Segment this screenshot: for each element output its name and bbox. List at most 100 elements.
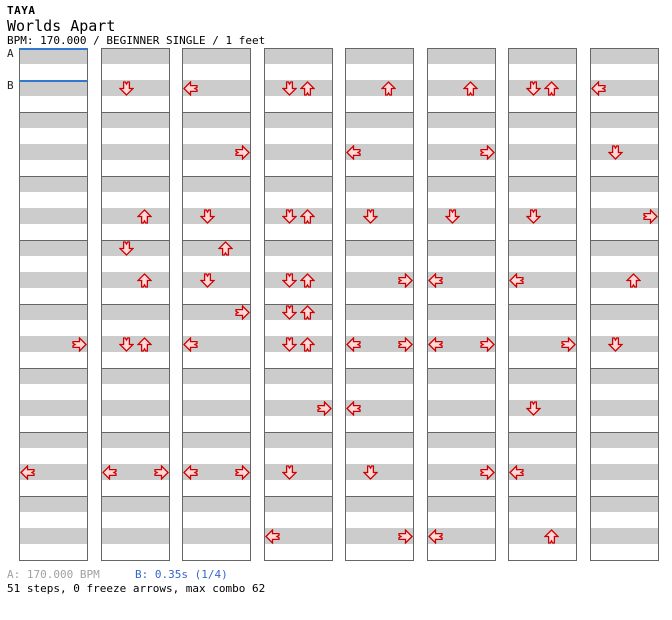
- measure-line: [508, 496, 577, 497]
- marker-b-line: [19, 80, 88, 82]
- measure-line: [508, 304, 577, 305]
- song-title: Worlds Apart: [7, 17, 116, 35]
- arrow-down-icon: [526, 208, 542, 224]
- arrow-down-icon: [282, 304, 298, 320]
- legend-bpm: A: 170.000 BPM: [7, 568, 100, 581]
- legend-stop: B: 0.35s (1/4): [135, 568, 228, 581]
- measure-line: [19, 176, 88, 177]
- column-border-right: [495, 48, 496, 561]
- column-border-left: [264, 48, 265, 561]
- measure-line: [590, 240, 659, 241]
- arrow-up-icon: [299, 336, 315, 352]
- measure-line: [345, 304, 414, 305]
- arrow-down-icon: [200, 208, 216, 224]
- arrow-down-icon: [445, 208, 461, 224]
- measure-line: [182, 304, 251, 305]
- arrow-up-icon: [299, 80, 315, 96]
- column-border-left: [590, 48, 591, 561]
- measure-line: [345, 240, 414, 241]
- chart-summary: 51 steps, 0 freeze arrows, max combo 62: [7, 582, 266, 595]
- measure-line: [264, 176, 333, 177]
- measure-line: [264, 48, 333, 49]
- arrow-right-icon: [398, 272, 413, 288]
- measure-line: [590, 48, 659, 49]
- arrow-left-icon: [346, 400, 361, 416]
- measure-line: [345, 48, 414, 49]
- measure-line: [264, 112, 333, 113]
- arrow-down-icon: [282, 464, 298, 480]
- column-border-left: [345, 48, 346, 561]
- measure-line: [101, 240, 170, 241]
- measure-line: [101, 368, 170, 369]
- measure-line: [427, 48, 496, 49]
- arrow-right-icon: [480, 464, 495, 480]
- measure-line: [101, 496, 170, 497]
- arrow-up-icon: [462, 80, 478, 96]
- measure-line: [508, 112, 577, 113]
- arrow-up-icon: [543, 80, 559, 96]
- measure-line: [182, 48, 251, 49]
- measure-line: [19, 368, 88, 369]
- arrow-down-icon: [526, 80, 542, 96]
- measure-line: [101, 176, 170, 177]
- measure-line: [590, 176, 659, 177]
- measure-line: [590, 112, 659, 113]
- measure-line: [101, 560, 170, 561]
- measure-line: [508, 368, 577, 369]
- measure-line: [19, 496, 88, 497]
- arrow-right-icon: [398, 528, 413, 544]
- measure-line: [590, 368, 659, 369]
- measure-line: [19, 240, 88, 241]
- arrow-left-icon: [428, 336, 443, 352]
- measure-line: [427, 112, 496, 113]
- arrow-down-icon: [282, 208, 298, 224]
- measure-line: [264, 432, 333, 433]
- arrow-down-icon: [363, 208, 379, 224]
- measure-line: [264, 496, 333, 497]
- arrow-down-icon: [282, 80, 298, 96]
- arrow-up-icon: [217, 240, 233, 256]
- measure-line: [345, 112, 414, 113]
- marker-b-label: B: [7, 79, 14, 92]
- measure-line: [427, 304, 496, 305]
- measure-line: [264, 240, 333, 241]
- column-border-right: [332, 48, 333, 561]
- measure-line: [427, 240, 496, 241]
- measure-line: [182, 560, 251, 561]
- arrow-up-icon: [136, 272, 152, 288]
- arrow-left-icon: [20, 464, 35, 480]
- measure-line: [19, 304, 88, 305]
- measure-line: [345, 496, 414, 497]
- arrow-up-icon: [299, 208, 315, 224]
- measure-line: [101, 48, 170, 49]
- measure-line: [427, 432, 496, 433]
- arrow-right-icon: [480, 336, 495, 352]
- arrow-left-icon: [509, 464, 524, 480]
- measure-line: [182, 368, 251, 369]
- measure-line: [590, 560, 659, 561]
- arrow-down-icon: [526, 400, 542, 416]
- arrow-up-icon: [543, 528, 559, 544]
- measure-line: [345, 176, 414, 177]
- arrow-down-icon: [200, 272, 216, 288]
- measure-line: [19, 560, 88, 561]
- measure-line: [590, 304, 659, 305]
- arrow-right-icon: [235, 144, 250, 160]
- arrow-down-icon: [282, 336, 298, 352]
- measure-line: [508, 48, 577, 49]
- arrow-left-icon: [428, 528, 443, 544]
- measure-line: [345, 368, 414, 369]
- measure-line: [345, 432, 414, 433]
- column-border-right: [413, 48, 414, 561]
- arrow-left-icon: [265, 528, 280, 544]
- arrow-up-icon: [136, 208, 152, 224]
- arrow-left-icon: [183, 80, 198, 96]
- arrow-up-icon: [625, 272, 641, 288]
- measure-line: [182, 176, 251, 177]
- measure-line: [590, 432, 659, 433]
- song-info: BPM: 170.000 / BEGINNER SINGLE / 1 feet: [7, 34, 266, 47]
- arrow-right-icon: [643, 208, 658, 224]
- measure-line: [345, 560, 414, 561]
- column-border-right: [576, 48, 577, 561]
- arrow-left-icon: [183, 336, 198, 352]
